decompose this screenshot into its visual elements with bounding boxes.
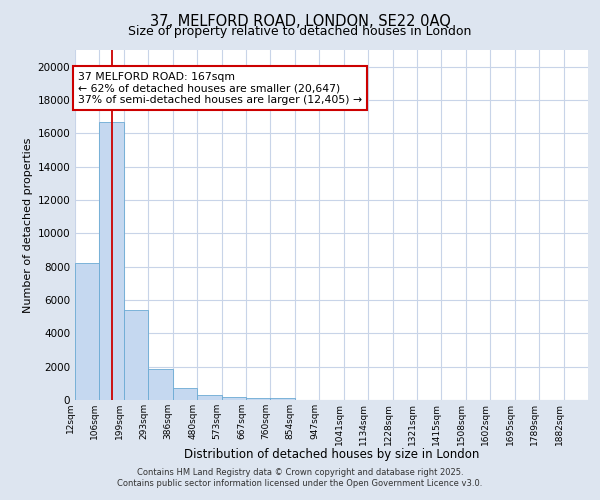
X-axis label: Distribution of detached houses by size in London: Distribution of detached houses by size … bbox=[184, 448, 479, 460]
Bar bbox=[124, 310, 148, 400]
Text: 37, MELFORD ROAD, LONDON, SE22 0AQ: 37, MELFORD ROAD, LONDON, SE22 0AQ bbox=[149, 14, 451, 29]
Bar bbox=[75, 264, 100, 400]
Bar bbox=[100, 122, 124, 400]
Bar bbox=[148, 369, 173, 400]
Bar bbox=[197, 394, 221, 400]
Bar bbox=[221, 396, 246, 400]
Text: Contains HM Land Registry data © Crown copyright and database right 2025.
Contai: Contains HM Land Registry data © Crown c… bbox=[118, 468, 482, 487]
Bar bbox=[246, 398, 271, 400]
Y-axis label: Number of detached properties: Number of detached properties bbox=[23, 138, 33, 312]
Bar bbox=[271, 398, 295, 400]
Text: Size of property relative to detached houses in London: Size of property relative to detached ho… bbox=[128, 25, 472, 38]
Text: 37 MELFORD ROAD: 167sqm
← 62% of detached houses are smaller (20,647)
37% of sem: 37 MELFORD ROAD: 167sqm ← 62% of detache… bbox=[78, 72, 362, 105]
Bar bbox=[173, 388, 197, 400]
